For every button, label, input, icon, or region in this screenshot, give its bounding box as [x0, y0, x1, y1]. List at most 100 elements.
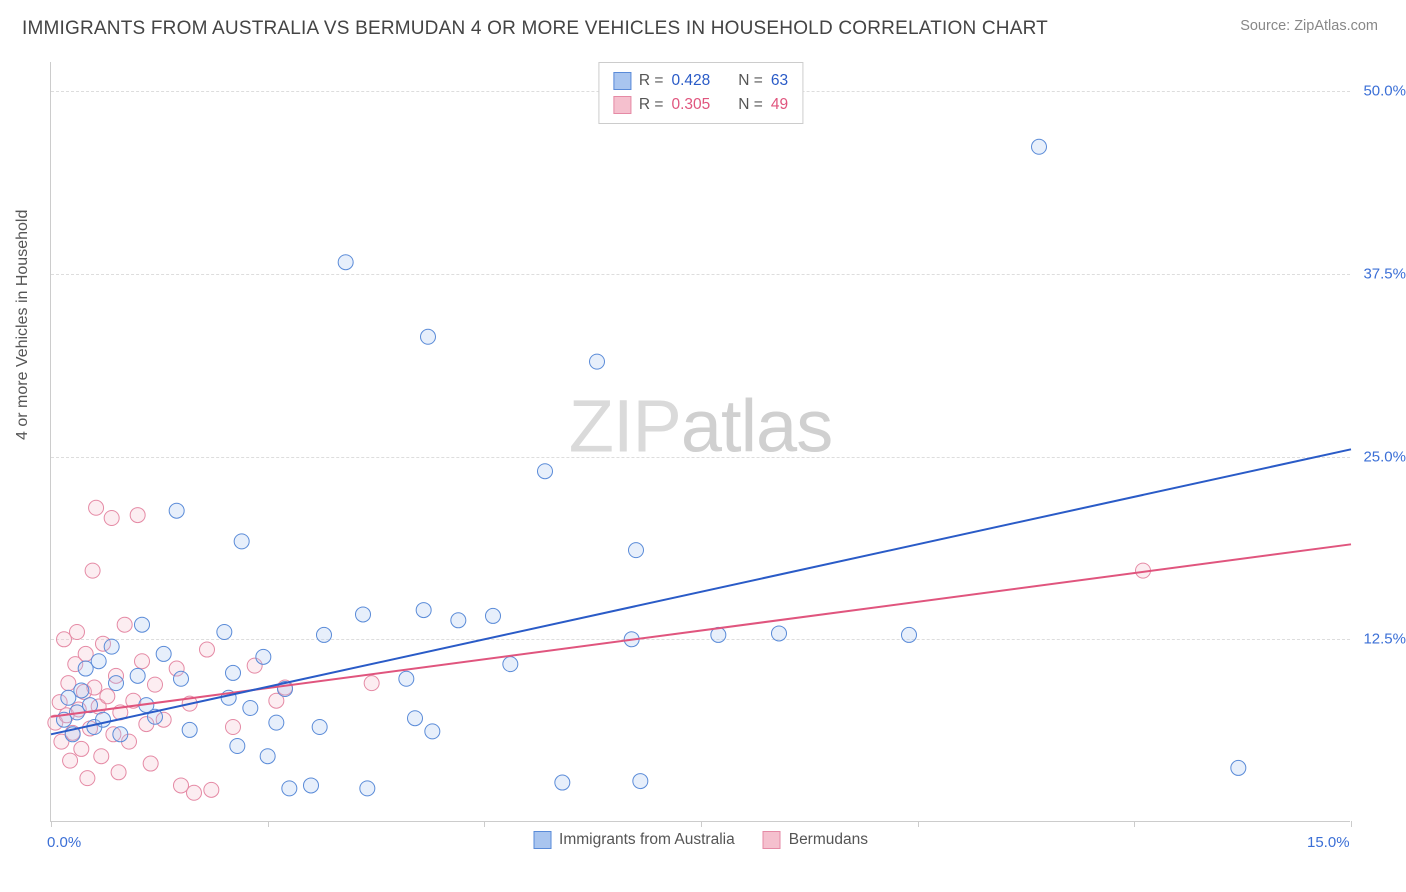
chart-title: IMMIGRANTS FROM AUSTRALIA VS BERMUDAN 4 …: [22, 18, 1048, 40]
data-point: [408, 711, 423, 726]
data-point: [243, 701, 258, 716]
swatch-bermudans-bottom: [763, 831, 781, 849]
data-point: [260, 749, 275, 764]
x-tick: [918, 821, 919, 827]
data-point: [451, 613, 466, 628]
data-point: [117, 617, 132, 632]
data-point: [61, 690, 76, 705]
data-point: [633, 774, 648, 789]
data-point: [113, 727, 128, 742]
n-value-australia: 63: [771, 69, 788, 93]
data-point: [85, 563, 100, 578]
data-point: [217, 625, 232, 640]
data-point: [360, 781, 375, 796]
y-tick-label: 50.0%: [1356, 83, 1406, 100]
data-point: [94, 749, 109, 764]
swatch-australia-bottom: [533, 831, 551, 849]
data-point: [174, 778, 189, 793]
data-point: [503, 657, 518, 672]
data-point: [174, 671, 189, 686]
legend-label-bermudans: Bermudans: [789, 831, 868, 849]
data-point: [104, 639, 119, 654]
data-point: [80, 771, 95, 786]
data-point: [61, 676, 76, 691]
data-point: [226, 665, 241, 680]
x-tick-label: 15.0%: [1307, 834, 1350, 851]
data-point: [269, 715, 284, 730]
data-point: [772, 626, 787, 641]
legend-item-australia: Immigrants from Australia: [533, 831, 735, 849]
data-point: [143, 756, 158, 771]
data-point: [282, 781, 297, 796]
data-point: [89, 500, 104, 515]
swatch-bermudans: [613, 96, 631, 114]
source-attribution: Source: ZipAtlas.com: [1240, 18, 1378, 34]
data-point: [421, 329, 436, 344]
data-point: [629, 543, 644, 558]
data-point: [338, 255, 353, 270]
data-point: [63, 753, 78, 768]
r-value-australia: 0.428: [671, 69, 710, 93]
x-tick: [1134, 821, 1135, 827]
r-label-australia: R =: [639, 69, 664, 93]
x-tick: [268, 821, 269, 827]
data-point: [100, 689, 115, 704]
data-point: [70, 625, 85, 640]
data-point: [234, 534, 249, 549]
swatch-australia: [613, 72, 631, 90]
data-point: [200, 642, 215, 657]
correlation-legend: R = 0.428 N = 63 R = 0.305 N = 49: [598, 62, 803, 124]
x-tick-label: 0.0%: [47, 834, 81, 851]
legend-item-bermudans: Bermudans: [763, 831, 868, 849]
legend-label-australia: Immigrants from Australia: [559, 831, 735, 849]
data-point: [74, 683, 89, 698]
data-point: [256, 649, 271, 664]
trend-line: [51, 449, 1351, 734]
data-point: [364, 676, 379, 691]
data-point: [590, 354, 605, 369]
data-point: [130, 508, 145, 523]
data-point: [87, 680, 102, 695]
chart-plot-area: ZIPatlas R = 0.428 N = 63 R = 0.305 N = …: [50, 62, 1350, 822]
data-point: [317, 627, 332, 642]
data-point: [425, 724, 440, 739]
data-point: [109, 676, 124, 691]
y-axis-label: 4 or more Vehicles in Household: [14, 210, 32, 440]
data-point: [304, 778, 319, 793]
data-point: [57, 632, 72, 647]
y-tick-label: 37.5%: [1356, 265, 1406, 282]
n-value-bermudans: 49: [771, 93, 788, 117]
data-point: [399, 671, 414, 686]
data-point: [104, 511, 119, 526]
data-point: [169, 503, 184, 518]
data-point: [230, 739, 245, 754]
data-point: [902, 627, 917, 642]
source-link[interactable]: ZipAtlas.com: [1294, 18, 1378, 34]
data-point: [111, 765, 126, 780]
data-point: [538, 464, 553, 479]
data-point: [182, 722, 197, 737]
n-label-bermudans: N =: [738, 93, 763, 117]
legend-row-australia: R = 0.428 N = 63: [613, 69, 788, 93]
data-point: [486, 608, 501, 623]
data-point: [1231, 760, 1246, 775]
data-point: [74, 741, 89, 756]
series-legend: Immigrants from Australia Bermudans: [533, 831, 868, 849]
x-tick: [51, 821, 52, 827]
data-point: [416, 603, 431, 618]
y-tick-label: 12.5%: [1356, 631, 1406, 648]
r-value-bermudans: 0.305: [671, 93, 710, 117]
data-point: [135, 617, 150, 632]
data-point: [204, 782, 219, 797]
data-point: [555, 775, 570, 790]
data-point: [1032, 139, 1047, 154]
data-point: [187, 785, 202, 800]
data-point: [226, 720, 241, 735]
n-label-australia: N =: [738, 69, 763, 93]
data-point: [130, 668, 145, 683]
y-tick-label: 25.0%: [1356, 448, 1406, 465]
legend-row-bermudans: R = 0.305 N = 49: [613, 93, 788, 117]
x-tick: [484, 821, 485, 827]
data-point: [156, 646, 171, 661]
source-prefix: Source:: [1240, 18, 1294, 34]
